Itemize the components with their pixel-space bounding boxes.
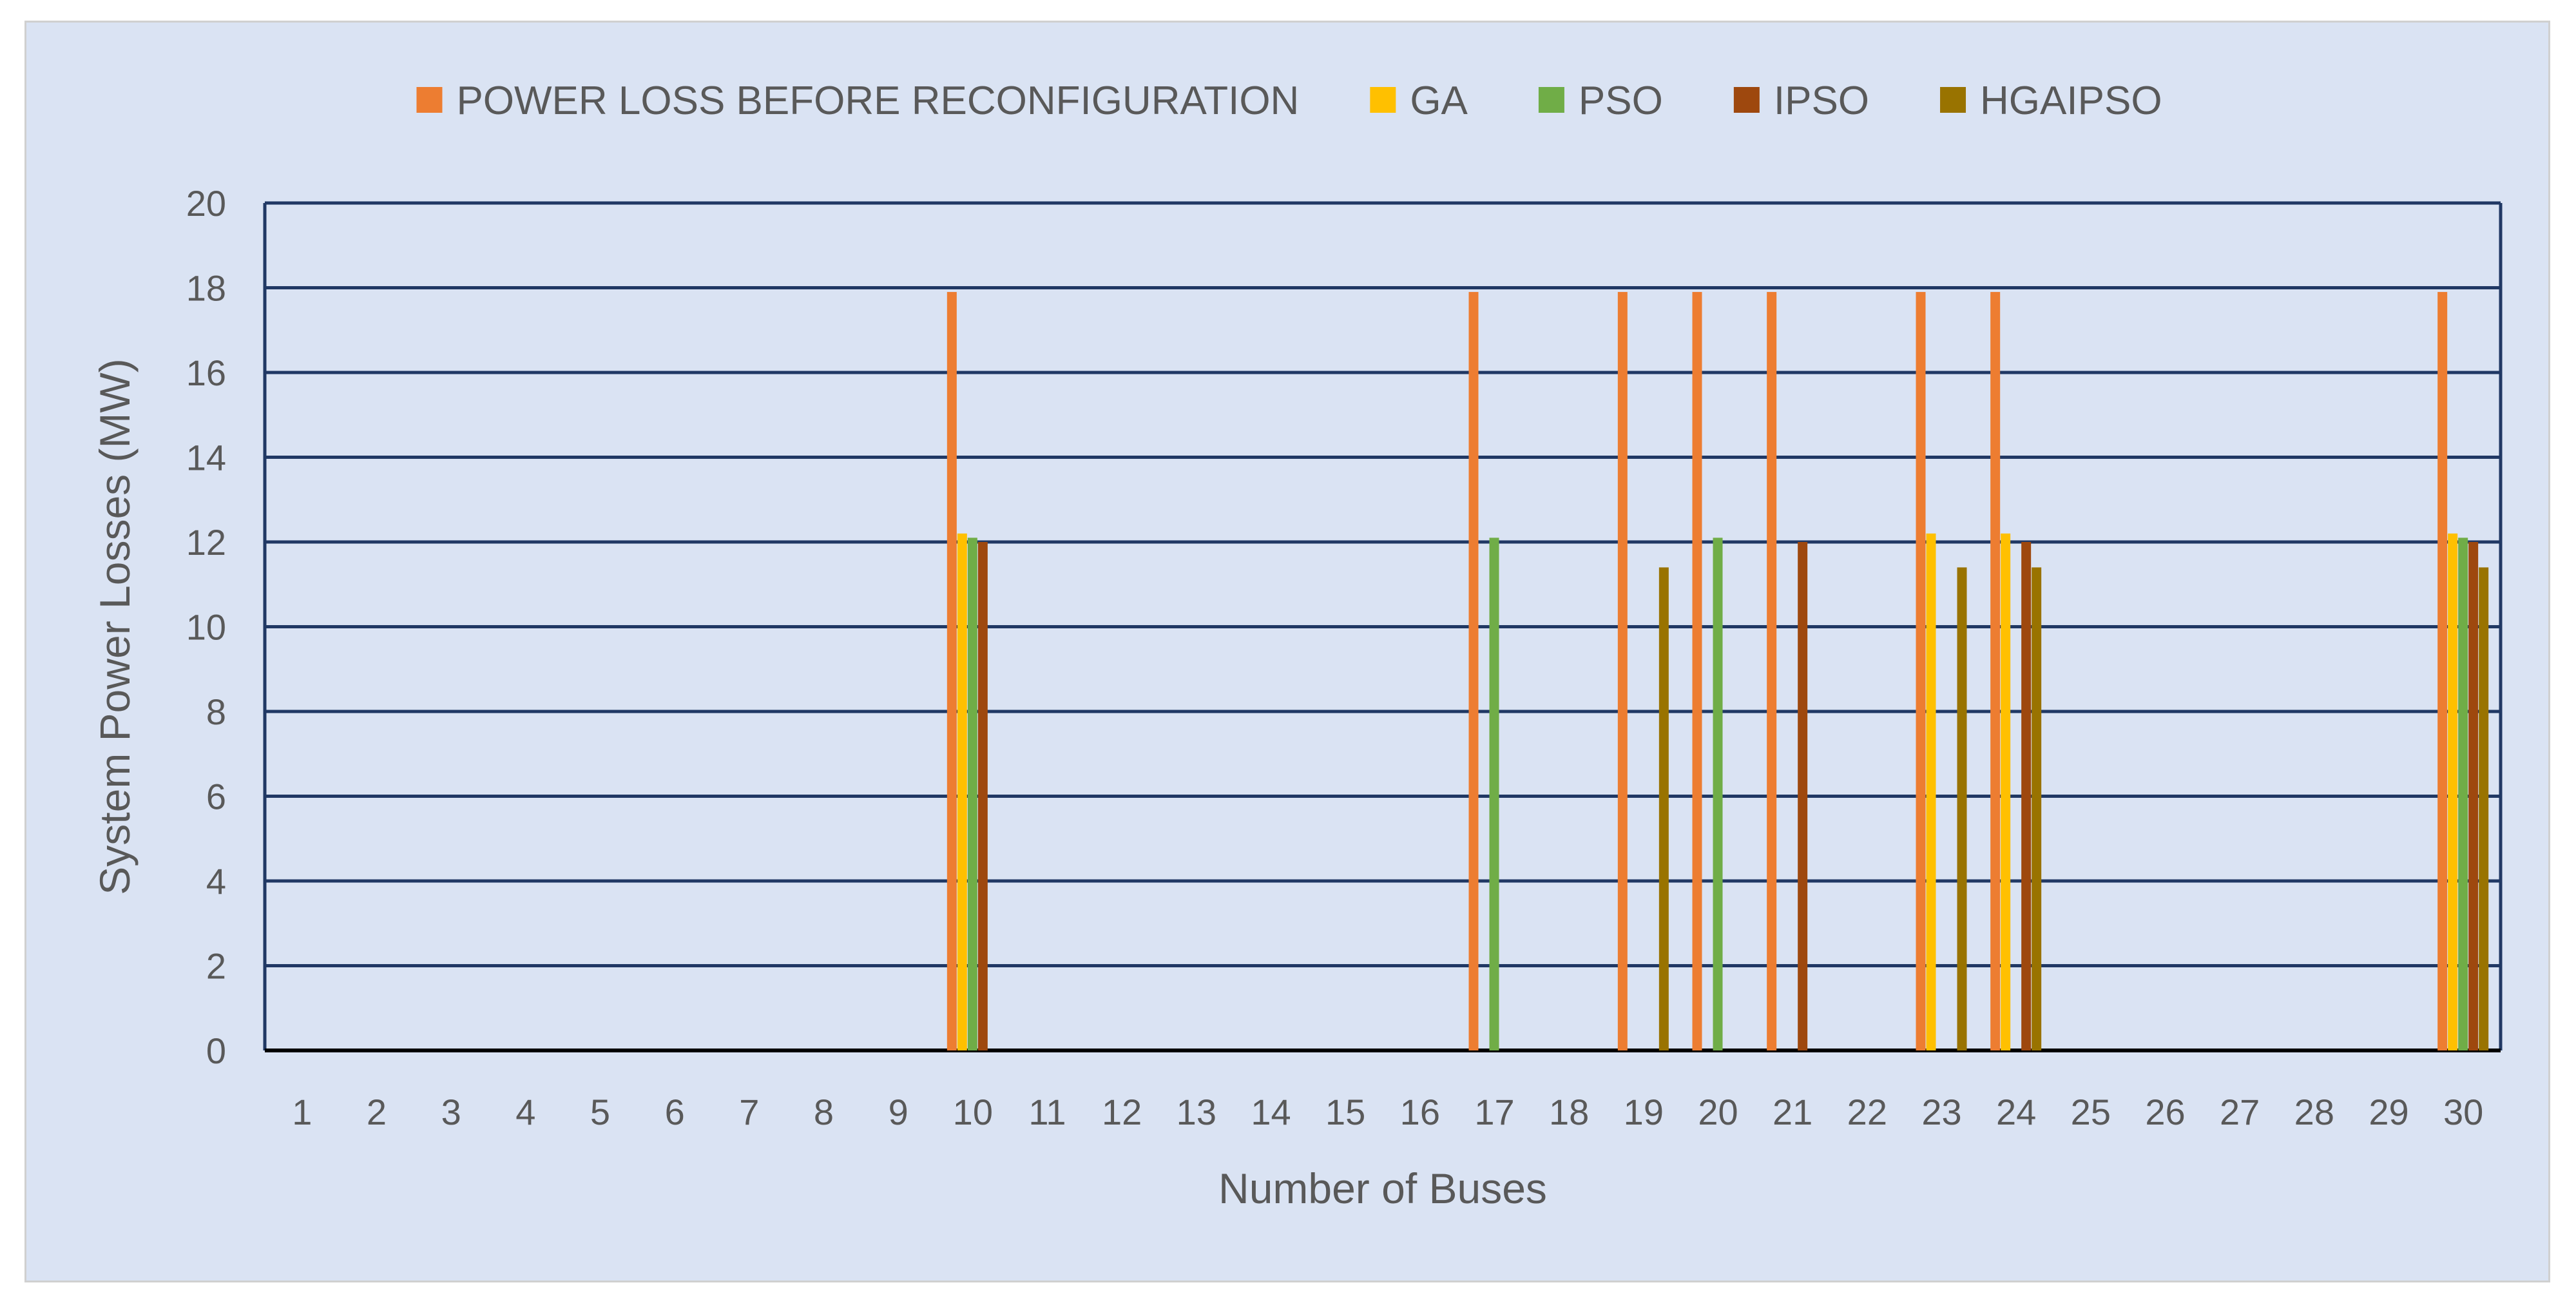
bar-ipso-bus-30 [2468, 542, 2479, 1050]
legend: POWER LOSS BEFORE RECONFIGURATION GA PSO IP… [416, 79, 2162, 123]
bar-power-loss-before-reconfiguration-bus-23 [1916, 292, 1926, 1051]
x-tick-label: 28 [2294, 1092, 2334, 1132]
bar-hgaipso-bus-24 [2032, 567, 2042, 1050]
x-tick-label: 12 [1102, 1092, 1142, 1132]
bar-hgaipso-bus-23 [1957, 567, 1967, 1050]
y-tick-label: 20 [186, 183, 226, 224]
x-tick-label: 13 [1177, 1092, 1216, 1132]
y-tick-label: 12 [186, 522, 226, 563]
chart-area: POWER LOSS BEFORE RECONFIGURATION GA PSO IP… [24, 21, 2550, 1282]
bar-power-loss-before-reconfiguration-bus-19 [1617, 292, 1628, 1051]
x-tick-label: 18 [1549, 1092, 1589, 1132]
x-axis-ticks: 1 2 3 4 5 6 7 8 9 10 11 12 13 14 15 16 17 18 19 20 21 22 23 24 2… [292, 1092, 2483, 1132]
x-tick-label: 7 [739, 1092, 759, 1132]
bar-ipso-bus-10 [977, 542, 988, 1050]
legend-swatch-hgaipso [1940, 87, 1966, 113]
bar-power-loss-before-reconfiguration-bus-10 [947, 292, 957, 1051]
x-axis-title: Number of Buses [1218, 1165, 1547, 1212]
x-tick-label: 23 [1921, 1092, 1961, 1132]
bar-chart: POWER LOSS BEFORE RECONFIGURATION GA PSO IP… [91, 79, 2503, 1212]
bar-ga-bus-24 [2001, 533, 2011, 1050]
y-tick-label: 8 [206, 691, 226, 732]
legend-label: GA [1410, 79, 1468, 123]
bar-pso-bus-30 [2458, 537, 2468, 1050]
legend-swatch-power-loss-before-reconfiguration [416, 87, 443, 113]
y-tick-label: 14 [186, 438, 226, 478]
x-tick-label: 24 [1996, 1092, 2036, 1132]
x-tick-label: 2 [367, 1092, 387, 1132]
x-tick-label: 8 [814, 1092, 834, 1132]
y-tick-label: 0 [206, 1030, 226, 1071]
x-tick-label: 17 [1474, 1092, 1514, 1132]
legend-swatch-ga [1370, 87, 1396, 113]
legend-swatch-ipso [1733, 87, 1760, 113]
legend-label: HGAIPSO [1980, 79, 2162, 123]
x-tick-label: 11 [1028, 1092, 1066, 1132]
bar-power-loss-before-reconfiguration-bus-30 [2437, 292, 2448, 1051]
bar-ga-bus-10 [957, 533, 967, 1050]
y-tick-label: 16 [186, 353, 226, 393]
y-tick-label: 10 [186, 607, 226, 648]
x-tick-label: 21 [1773, 1092, 1812, 1132]
x-tick-label: 30 [2443, 1092, 2483, 1132]
x-tick-label: 6 [665, 1092, 685, 1132]
x-tick-label: 10 [953, 1092, 993, 1132]
legend-label: POWER LOSS BEFORE RECONFIGURATION [456, 79, 1299, 123]
x-tick-label: 3 [441, 1092, 461, 1132]
y-axis-title: System Power Losses (MW) [91, 358, 139, 894]
x-tick-label: 19 [1624, 1092, 1664, 1132]
bar-ipso-bus-21 [1798, 542, 1808, 1050]
bar-power-loss-before-reconfiguration-bus-21 [1767, 292, 1777, 1051]
bar-pso-bus-10 [967, 537, 977, 1050]
bar-hgaipso-bus-19 [1658, 567, 1669, 1050]
x-tick-label: 4 [515, 1092, 535, 1132]
x-tick-label: 15 [1325, 1092, 1365, 1132]
legend-label: PSO [1579, 79, 1663, 123]
bar-power-loss-before-reconfiguration-bus-24 [1990, 292, 2001, 1051]
bar-pso-bus-17 [1489, 537, 1499, 1050]
bar-pso-bus-20 [1713, 537, 1723, 1050]
gridlines [263, 201, 2503, 1052]
bars [947, 292, 2489, 1051]
x-tick-label: 5 [590, 1092, 610, 1132]
y-axis-ticks: 0 2 4 6 8 10 12 14 16 18 20 [186, 183, 226, 1071]
bar-ipso-bus-24 [2021, 542, 2032, 1050]
y-tick-label: 18 [186, 268, 226, 309]
legend-label: IPSO [1774, 79, 1869, 123]
legend-swatch-pso [1538, 87, 1564, 113]
x-tick-label: 1 [292, 1092, 312, 1132]
x-tick-label: 14 [1251, 1092, 1291, 1132]
bar-ga-bus-23 [1926, 533, 1936, 1050]
x-tick-label: 25 [2071, 1092, 2111, 1132]
x-tick-label: 22 [1847, 1092, 1887, 1132]
x-tick-label: 27 [2220, 1092, 2260, 1132]
bar-power-loss-before-reconfiguration-bus-20 [1692, 292, 1702, 1051]
bar-ga-bus-30 [2448, 533, 2458, 1050]
x-tick-label: 9 [889, 1092, 908, 1132]
x-tick-label: 29 [2369, 1092, 2408, 1132]
y-tick-label: 4 [206, 861, 226, 902]
bar-hgaipso-bus-30 [2479, 567, 2489, 1050]
y-tick-label: 6 [206, 777, 226, 817]
x-tick-label: 16 [1400, 1092, 1440, 1132]
x-tick-label: 20 [1698, 1092, 1738, 1132]
y-tick-label: 2 [206, 946, 226, 987]
x-tick-label: 26 [2145, 1092, 2185, 1132]
bar-power-loss-before-reconfiguration-bus-17 [1468, 292, 1479, 1051]
